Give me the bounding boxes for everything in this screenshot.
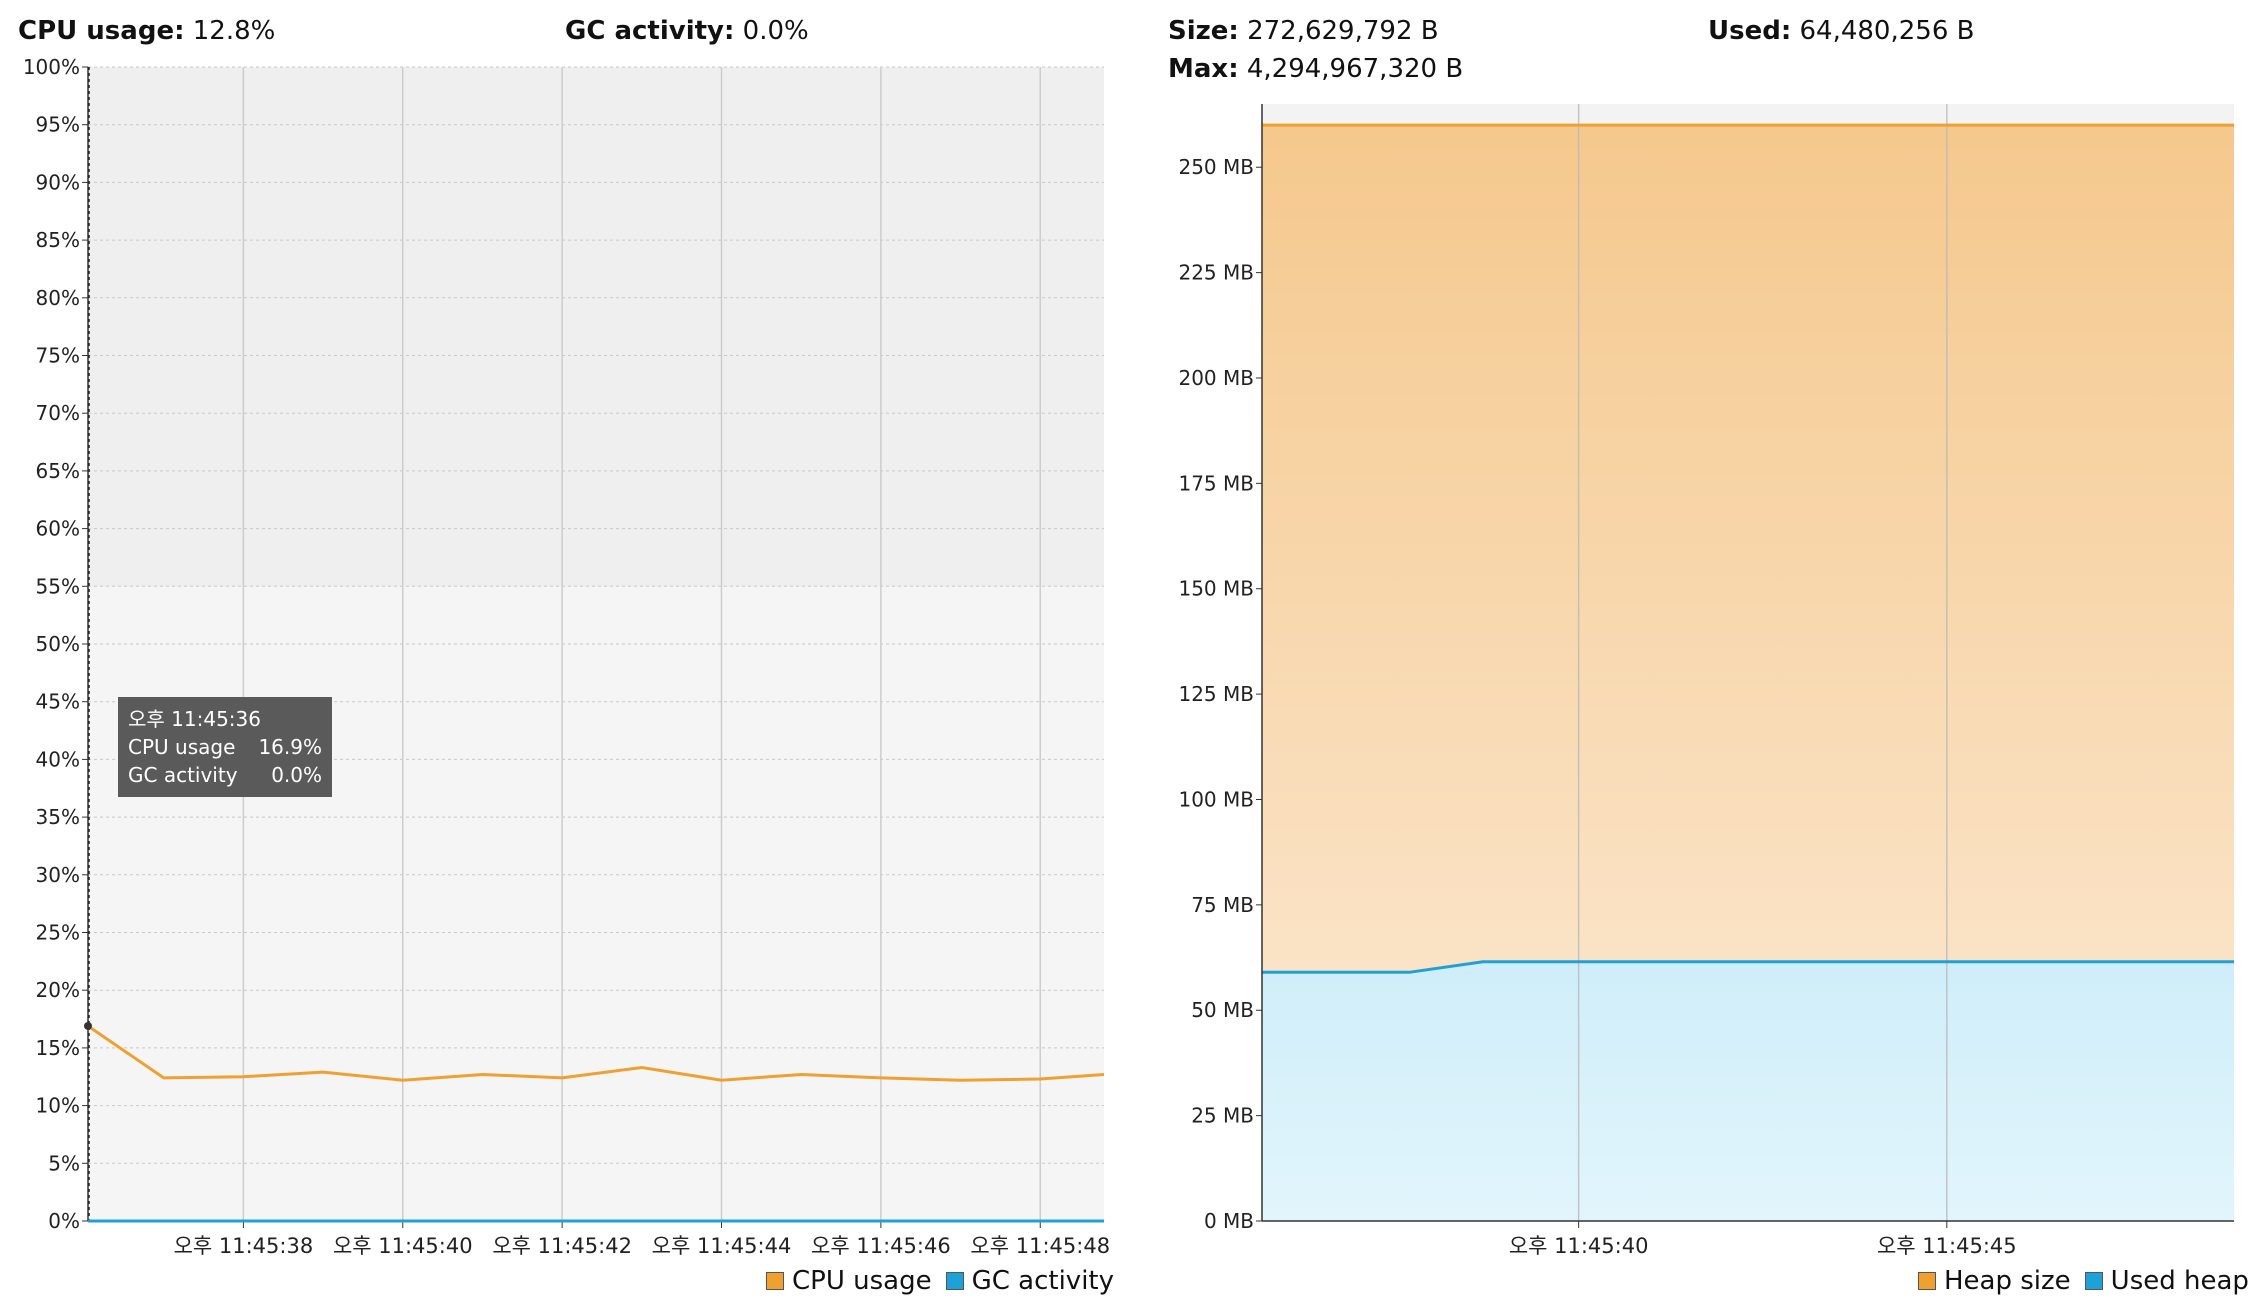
heap-y-tick-label: 125 MB <box>1178 682 1254 706</box>
tooltip-gc-label: GC activity <box>128 763 238 787</box>
cpu-y-tick-label: 30% <box>36 863 80 887</box>
cpu-legend: CPU usage GC activity <box>752 1266 1114 1296</box>
tooltip-gc-value: 0.0% <box>271 763 322 787</box>
heap-legend: Heap size Used heap <box>1904 1266 2249 1296</box>
legend-gc-activity[interactable]: GC activity <box>971 1266 1114 1296</box>
cpu-y-tick-label: 80% <box>36 286 80 310</box>
heap-size-area <box>1262 125 2234 1222</box>
gc-activity-header: GC activity: 0.0% <box>565 16 809 46</box>
cpu-y-tick-label: 50% <box>36 632 80 656</box>
tooltip-cpu-value: 16.9% <box>258 735 322 759</box>
used-heap-area <box>1262 961 2234 1221</box>
cpu-y-tick-label: 100% <box>23 55 80 79</box>
cpu-y-tick-label: 85% <box>36 228 80 252</box>
heap-y-tick-label: 225 MB <box>1178 261 1254 285</box>
cpu-y-tick-label: 5% <box>48 1151 80 1175</box>
used-heap-value: 64,480,256 B <box>1799 16 1975 46</box>
heap-y-tick-label: 250 MB <box>1178 155 1254 179</box>
cpu-usage-value: 12.8% <box>192 16 276 46</box>
gc-activity-value: 0.0% <box>742 16 809 46</box>
cpu-y-tick-label: 60% <box>36 517 80 541</box>
heap-size-swatch[interactable] <box>1918 1272 1936 1290</box>
used-heap-swatch[interactable] <box>2084 1272 2103 1290</box>
cpu-y-tick-label: 40% <box>36 747 80 771</box>
cpu-usage-line <box>87 1024 1105 1082</box>
cpu-y-tick-label: 10% <box>36 1094 80 1118</box>
used-heap-line <box>1262 960 2234 974</box>
heap-size-header: Size: 272,629,792 B <box>1168 16 1439 46</box>
cpu-y-tick-label: 25% <box>36 921 80 945</box>
cpu-usage-header: CPU usage: 12.8% <box>18 16 276 46</box>
cpu-y-tick-label: 15% <box>36 1036 80 1060</box>
gc-activity-swatch[interactable] <box>945 1272 964 1290</box>
heap-y-tick-label: 100 MB <box>1178 787 1254 811</box>
tooltip-time: 오후 11:45:36 <box>128 707 261 731</box>
cpu-y-tick-label: 90% <box>36 170 80 194</box>
cpu-x-tick-label: 오후 11:45:42 <box>492 1234 632 1258</box>
cpu-x-tick-label: 오후 11:45:44 <box>652 1234 792 1258</box>
legend-used-heap[interactable]: Used heap <box>2110 1266 2249 1296</box>
used-heap-header: Used: 64,480,256 B <box>1708 16 1975 46</box>
cpu-panel: CPU usage: 12.8% GC activity: 0.0% 0% 5% 1… <box>0 0 1130 1296</box>
cpu-y-tick-label: 45% <box>36 690 80 714</box>
cpu-tooltip: 오후 11:45:36 CPU usage 16.9% GC activity … <box>118 697 332 797</box>
cpu-y-tick-label: 75% <box>36 344 80 368</box>
cpu-y-tick-label: 65% <box>36 459 80 483</box>
legend-cpu-usage[interactable]: CPU usage <box>792 1266 932 1296</box>
legend-heap-size[interactable]: Heap size <box>1944 1266 2071 1296</box>
heap-y-tick-label: 50 MB <box>1191 998 1254 1022</box>
cpu-y-tick-label: 0% <box>48 1209 80 1233</box>
heap-y-tick-label: 175 MB <box>1178 471 1254 495</box>
heap-x-tick-label: 오후 11:45:45 <box>1877 1234 2017 1258</box>
heap-size-value: 272,629,792 B <box>1247 16 1439 46</box>
cpu-y-tick-label: 70% <box>36 401 80 425</box>
cpu-plot-band <box>88 67 1104 587</box>
heap-y-tick-label: 75 MB <box>1191 893 1254 917</box>
cpu-y-tick-label: 95% <box>36 113 80 137</box>
heap-panel: Size: 272,629,792 B Used: 64,480,256 B M… <box>1150 0 2250 1308</box>
heap-x-tick-label: 오후 11:45:40 <box>1509 1234 1649 1258</box>
heap-y-tick-label: 200 MB <box>1178 366 1254 390</box>
cpu-hover-marker <box>84 1021 92 1030</box>
heap-y-tick-label: 150 MB <box>1178 577 1254 601</box>
cpu-chart[interactable]: 0% 5% 10% 15% 20% 25% 30% 35% 40% 45% 50% 55% 60% 65%… <box>0 0 1130 1260</box>
max-heap-value: 4,294,967,320 B <box>1246 54 1464 84</box>
max-heap-header: Max: 4,294,967,320 B <box>1168 54 1464 84</box>
heap-y-tick-label: 0 MB <box>1204 1209 1254 1233</box>
cpu-x-tick-label: 오후 11:45:48 <box>970 1234 1110 1258</box>
cpu-x-tick-label: 오후 11:45:40 <box>333 1234 473 1258</box>
tooltip-cpu-label: CPU usage <box>128 735 236 759</box>
cpu-x-tick-label: 오후 11:45:46 <box>811 1234 951 1258</box>
cpu-y-tick-label: 35% <box>36 805 80 829</box>
heap-chart[interactable]: 오후 11:45:40 오후 11:45:45 0 MB 25 MB 50 MB 75 M… <box>1150 0 2250 1260</box>
heap-y-tick-label: 25 MB <box>1191 1104 1254 1128</box>
cpu-x-tick-label: 오후 11:45:38 <box>174 1234 314 1258</box>
cpu-usage-swatch[interactable] <box>766 1272 784 1290</box>
cpu-y-tick-label: 20% <box>36 978 80 1002</box>
cpu-y-tick-label: 55% <box>36 574 80 598</box>
